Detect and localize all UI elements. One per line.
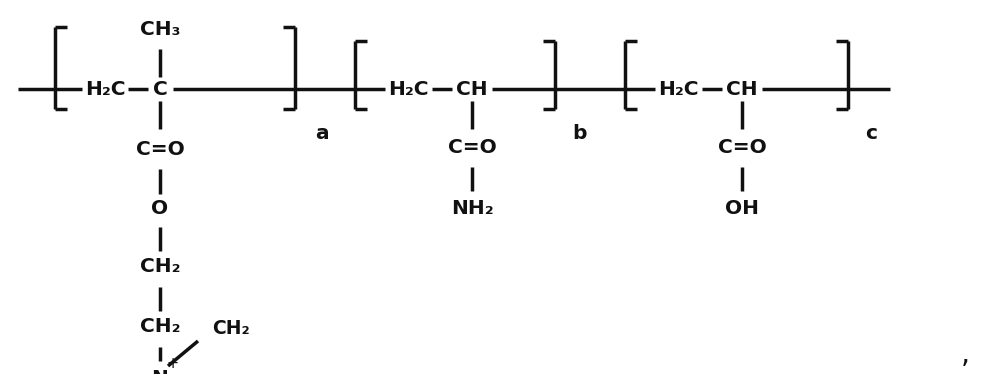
Text: CH: CH xyxy=(726,80,758,98)
Text: CH₂: CH₂ xyxy=(140,258,180,276)
Text: N: N xyxy=(152,370,168,374)
Text: C=O: C=O xyxy=(718,138,766,156)
Text: CH₂: CH₂ xyxy=(140,318,180,337)
Text: H₂C: H₂C xyxy=(388,80,428,98)
Text: +: + xyxy=(167,356,179,371)
Text: c: c xyxy=(865,124,877,143)
Text: a: a xyxy=(315,124,329,143)
Text: NH₂: NH₂ xyxy=(451,199,493,218)
Text: CH₃: CH₃ xyxy=(140,19,180,39)
Text: H₂C: H₂C xyxy=(658,80,698,98)
Text: CH₂: CH₂ xyxy=(212,319,250,338)
Text: CH: CH xyxy=(456,80,488,98)
Text: b: b xyxy=(572,124,586,143)
Text: O: O xyxy=(151,199,169,218)
Text: H₂C: H₂C xyxy=(85,80,125,98)
Text: C: C xyxy=(153,80,167,98)
Text: C=O: C=O xyxy=(448,138,496,156)
Text: OH: OH xyxy=(725,199,759,218)
Text: ,: , xyxy=(960,341,970,369)
Text: C=O: C=O xyxy=(136,140,184,159)
